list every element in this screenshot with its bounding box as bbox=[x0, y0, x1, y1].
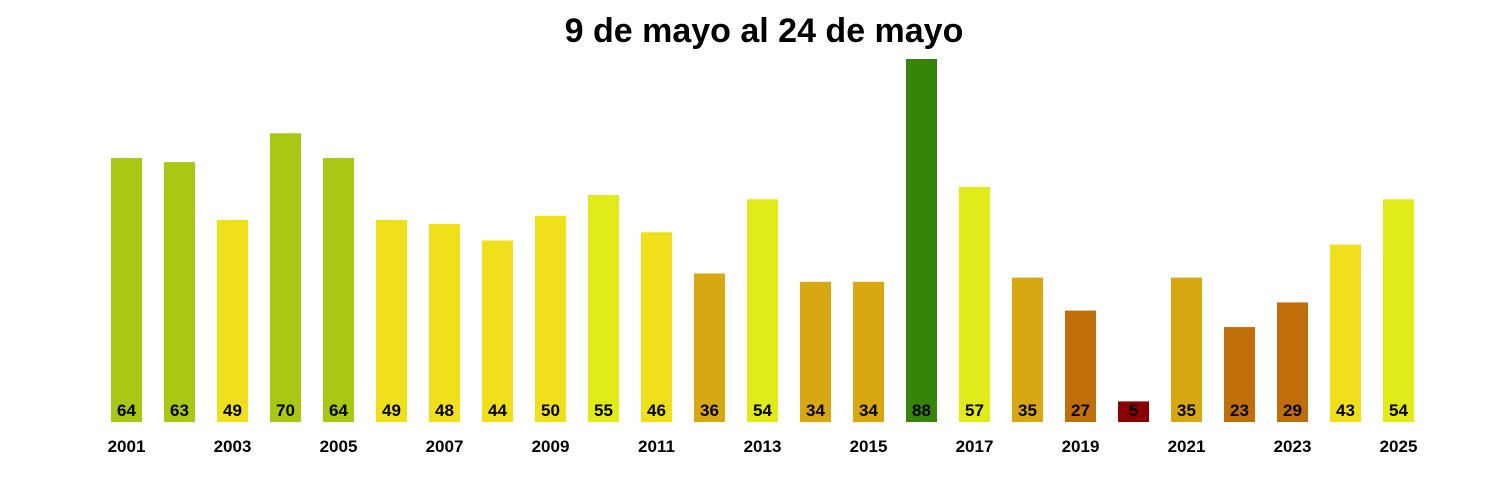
bar-value-label-2017: 57 bbox=[965, 401, 984, 420]
bar-2019 bbox=[1065, 310, 1096, 422]
chart-title: 9 de mayo al 24 de mayo bbox=[564, 12, 964, 50]
bar-value-label-2011: 46 bbox=[647, 401, 666, 420]
bar-2012 bbox=[694, 273, 725, 422]
bar-value-label-2024: 43 bbox=[1336, 401, 1355, 420]
bar-value-label-2006: 49 bbox=[382, 401, 401, 420]
x-tick-label-2003: 2003 bbox=[214, 437, 252, 456]
x-tick-label-2015: 2015 bbox=[850, 437, 888, 456]
x-tick-label-2013: 2013 bbox=[744, 437, 782, 456]
bar-value-label-2013: 54 bbox=[753, 401, 772, 420]
x-tick-label-2007: 2007 bbox=[426, 437, 464, 456]
bar-2018 bbox=[1012, 277, 1043, 422]
bar-2011 bbox=[641, 232, 672, 423]
bar-value-label-2025: 54 bbox=[1389, 401, 1408, 420]
bar-value-label-2014: 34 bbox=[806, 401, 825, 420]
x-tick-label-2021: 2021 bbox=[1168, 437, 1206, 456]
bar-2003 bbox=[217, 219, 248, 422]
bar-2014 bbox=[800, 281, 831, 423]
bar-value-label-2012: 36 bbox=[700, 401, 719, 420]
bar-2010 bbox=[588, 195, 619, 422]
x-tick-label-2005: 2005 bbox=[320, 437, 358, 456]
x-tick-label-2011: 2011 bbox=[638, 437, 675, 456]
bar-2013 bbox=[747, 199, 778, 423]
bar-2020 bbox=[1118, 401, 1149, 422]
bar-value-label-2002: 63 bbox=[170, 401, 189, 420]
bar-value-label-2004: 70 bbox=[276, 401, 295, 420]
bar-value-label-2022: 23 bbox=[1230, 401, 1249, 420]
x-tick-label-2025: 2025 bbox=[1380, 437, 1418, 456]
bar-2007 bbox=[429, 224, 460, 422]
x-tick-label-2009: 2009 bbox=[532, 437, 570, 456]
x-tick-label-2019: 2019 bbox=[1062, 437, 1100, 456]
bar-value-label-2018: 35 bbox=[1018, 401, 1037, 420]
bar-2016 bbox=[906, 59, 937, 422]
bar-value-label-2016: 88 bbox=[912, 401, 931, 420]
bar-2015 bbox=[853, 281, 884, 423]
bar-2002 bbox=[164, 162, 195, 422]
bar-2022 bbox=[1224, 327, 1255, 422]
bar-value-label-2021: 35 bbox=[1177, 401, 1196, 420]
bar-2021 bbox=[1171, 277, 1202, 422]
bar-2005 bbox=[323, 158, 354, 422]
bar-value-label-2020: 5 bbox=[1129, 401, 1138, 420]
bar-2009 bbox=[535, 215, 566, 423]
bar-value-label-2015: 34 bbox=[859, 401, 878, 420]
bar-value-label-2009: 50 bbox=[541, 401, 560, 420]
bar-2001 bbox=[111, 158, 142, 422]
bar-2025 bbox=[1383, 199, 1414, 423]
bar-2006 bbox=[376, 219, 407, 422]
bar-2024 bbox=[1330, 244, 1361, 422]
bar-value-label-2005: 64 bbox=[329, 401, 348, 420]
bar-value-label-2007: 48 bbox=[435, 401, 454, 420]
x-tick-label-2023: 2023 bbox=[1274, 437, 1312, 456]
bar-2008 bbox=[482, 240, 513, 422]
bar-value-label-2003: 49 bbox=[223, 401, 242, 420]
x-tick-labels-group: 2001 2003 2005 2007 2009 2011 2013 2015 2017 2019… bbox=[108, 437, 1418, 456]
bar-2017 bbox=[959, 186, 990, 422]
bar-value-label-2023: 29 bbox=[1283, 401, 1302, 420]
bar-value-label-2010: 55 bbox=[594, 401, 613, 420]
bar-value-label-2019: 27 bbox=[1071, 401, 1090, 420]
bar-value-label-2001: 64 bbox=[117, 401, 136, 420]
bar-2004 bbox=[270, 133, 301, 423]
bar-labels-group: 64 63 49 70 64 49 48 44 50 55 46 36 54 34 34 88 57 35 27 5 3… bbox=[117, 401, 1408, 420]
x-tick-label-2017: 2017 bbox=[956, 437, 994, 456]
bar-value-label-2008: 44 bbox=[488, 401, 507, 420]
bar-2023 bbox=[1277, 302, 1308, 422]
bars-group bbox=[111, 59, 1414, 423]
x-tick-label-2001: 2001 bbox=[108, 437, 146, 456]
